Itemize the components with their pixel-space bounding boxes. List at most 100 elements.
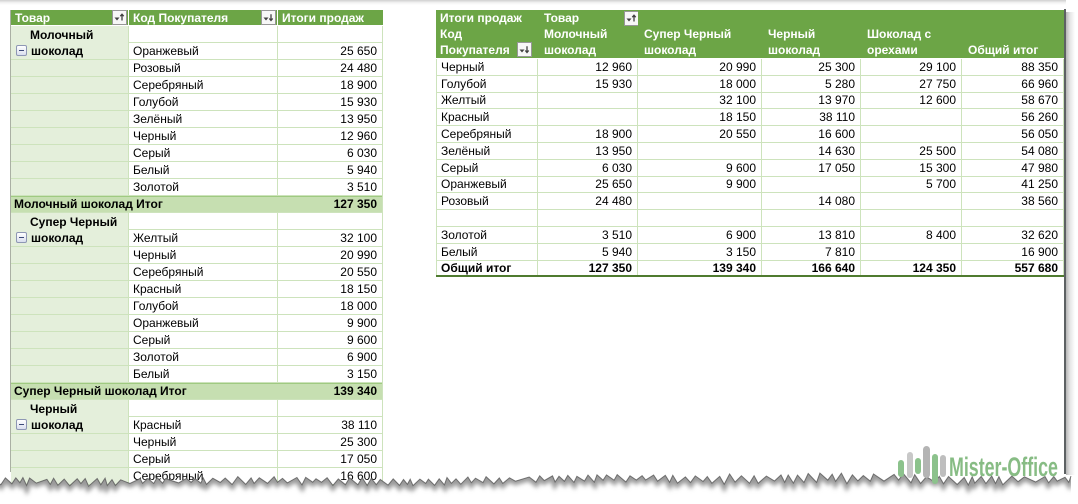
right-header-col-1-line1: Супер Черный (644, 27, 732, 41)
product-label-line1: Супер Черный (30, 214, 118, 229)
product-cell (11, 281, 129, 298)
value-cell: 41 250 (962, 176, 1064, 194)
product-cell (11, 349, 129, 366)
value-cell (762, 210, 861, 227)
right-header-corner-line2: Код (440, 27, 463, 41)
product-cell (11, 94, 129, 111)
row-label-cell: Серебряный (436, 126, 538, 143)
right-header-rowfield-sort-button[interactable] (517, 42, 532, 57)
right-data-row: Голубой 15 930 18 000 5 280 27 750 66 960 (436, 75, 1064, 93)
left-row-data: Оранжевый 9 900 (11, 315, 383, 332)
customer-cell: Серый (129, 332, 278, 349)
sales-cell: 6 030 (278, 145, 383, 162)
sales-cell: 18 000 (278, 298, 383, 315)
sales-cell: 32 100 (278, 230, 383, 247)
right-header-colfield-sort-button[interactable] (624, 11, 638, 26)
collapse-group-button[interactable] (16, 232, 27, 243)
customer-cell: Черный (129, 247, 278, 264)
value-cell: 127 350 (538, 260, 638, 275)
product-cell (11, 451, 129, 468)
customer-cell (129, 26, 278, 43)
value-cell: 20 990 (638, 59, 762, 76)
customer-cell: Серебряный (129, 77, 278, 94)
value-cell (861, 109, 962, 127)
value-cell: 139 340 (638, 260, 762, 275)
right-data-row: Желтый 32 100 13 970 12 600 58 670 (436, 92, 1064, 110)
customer-cell: Серый (129, 145, 278, 162)
right-data-row: Белый 5 940 3 150 7 810 16 900 (436, 243, 1064, 261)
right-data-row: Серый 6 030 9 600 17 050 15 300 47 980 (436, 159, 1064, 177)
value-cell (638, 193, 762, 211)
value-cell (638, 210, 762, 227)
right-header-col-3: Шоколад с орехами (861, 10, 962, 58)
row-label-cell: Оранжевый (436, 176, 538, 194)
customer-cell: Серый (129, 451, 278, 468)
value-cell: 32 620 (962, 226, 1064, 244)
value-cell: 5 940 (538, 243, 638, 261)
left-header-sort-button-0[interactable] (112, 10, 127, 25)
customer-cell: Черный (129, 128, 278, 145)
customer-cell: Красный (129, 281, 278, 298)
value-cell: 3 510 (538, 226, 638, 244)
right-data-row: Красный 18 150 38 110 56 260 (436, 109, 1064, 127)
right-data-row (436, 210, 1064, 227)
sales-cell: 3 150 (278, 366, 383, 383)
right-data-row: Серебряный 18 900 20 550 16 600 56 050 (436, 126, 1064, 143)
value-cell: 12 600 (861, 92, 962, 110)
customer-cell (129, 213, 278, 230)
right-grand-total-row: Общий итог 127 350 139 340 166 640 124 350 55… (436, 260, 1064, 277)
row-label-cell: Серый (436, 159, 538, 177)
value-cell: 38 560 (962, 193, 1064, 211)
sales-cell: 17 050 (278, 451, 383, 468)
sort-ascending-icon (626, 14, 637, 22)
right-header-corner-line1: Итоги продаж (440, 11, 522, 25)
left-row-data: Голубой 15 930 (11, 94, 383, 111)
product-cell (11, 111, 129, 128)
left-header-label-1: Код Покупателя (133, 10, 229, 25)
sales-cell: 20 550 (278, 264, 383, 281)
value-cell: 8 400 (861, 226, 962, 244)
left-row-data: Серый 6 030 (11, 145, 383, 162)
product-cell (11, 468, 129, 485)
left-pivot-table: Товар Код Покупателя Итоги продаж Молочный ш… (10, 10, 383, 485)
product-cell (11, 77, 129, 94)
customer-cell: Белый (129, 162, 278, 179)
collapse-group-button[interactable] (16, 45, 27, 56)
value-cell (861, 243, 962, 261)
right-pivot-table: Итоги продаж Код Покупателя Товар Молочный шо… (436, 10, 1064, 277)
product-cell (11, 264, 129, 281)
right-header-colfield-line3: шоколад (544, 43, 597, 57)
collapse-group-button[interactable] (16, 419, 27, 430)
value-cell: 6 900 (638, 226, 762, 244)
left-header-sort-button-1[interactable] (261, 10, 276, 25)
sort-descending-icon (519, 46, 530, 54)
value-cell: 13 950 (538, 142, 638, 160)
product-label-line2: шоколад (31, 44, 84, 58)
customer-cell: Зелёный (129, 111, 278, 128)
left-row-data: Голубой 18 000 (11, 298, 383, 315)
left-table-edge-line (10, 10, 11, 472)
value-cell: 88 350 (962, 59, 1064, 76)
value-cell: 14 630 (762, 142, 861, 160)
product-label-line1: Молочный (30, 27, 94, 42)
customer-cell: Голубой (129, 298, 278, 315)
product-cell (11, 332, 129, 349)
value-cell (861, 193, 962, 211)
left-row-data: Серебряный 18 900 (11, 77, 383, 94)
right-data-row: Черный 12 960 20 990 25 300 29 100 88 350 (436, 59, 1064, 76)
customer-cell: Оранжевый (129, 43, 278, 60)
left-row-data: Серебряный 20 550 (11, 264, 383, 281)
product-cell: шоколад (11, 230, 129, 247)
left-row-group-head: Супер Черный (11, 213, 383, 230)
left-row-data: Белый 5 940 (11, 162, 383, 179)
value-cell: 18 150 (638, 109, 762, 127)
value-cell: 9 900 (638, 176, 762, 194)
customer-cell: Золотой (129, 349, 278, 366)
value-cell (538, 92, 638, 110)
value-cell: 16 900 (962, 243, 1064, 261)
value-cell: 54 080 (962, 142, 1064, 160)
sales-cell: 5 940 (278, 162, 383, 179)
right-header-col-4-line1: Общий итог (968, 43, 1039, 57)
left-header-label-2: Итоги продаж (282, 10, 364, 25)
